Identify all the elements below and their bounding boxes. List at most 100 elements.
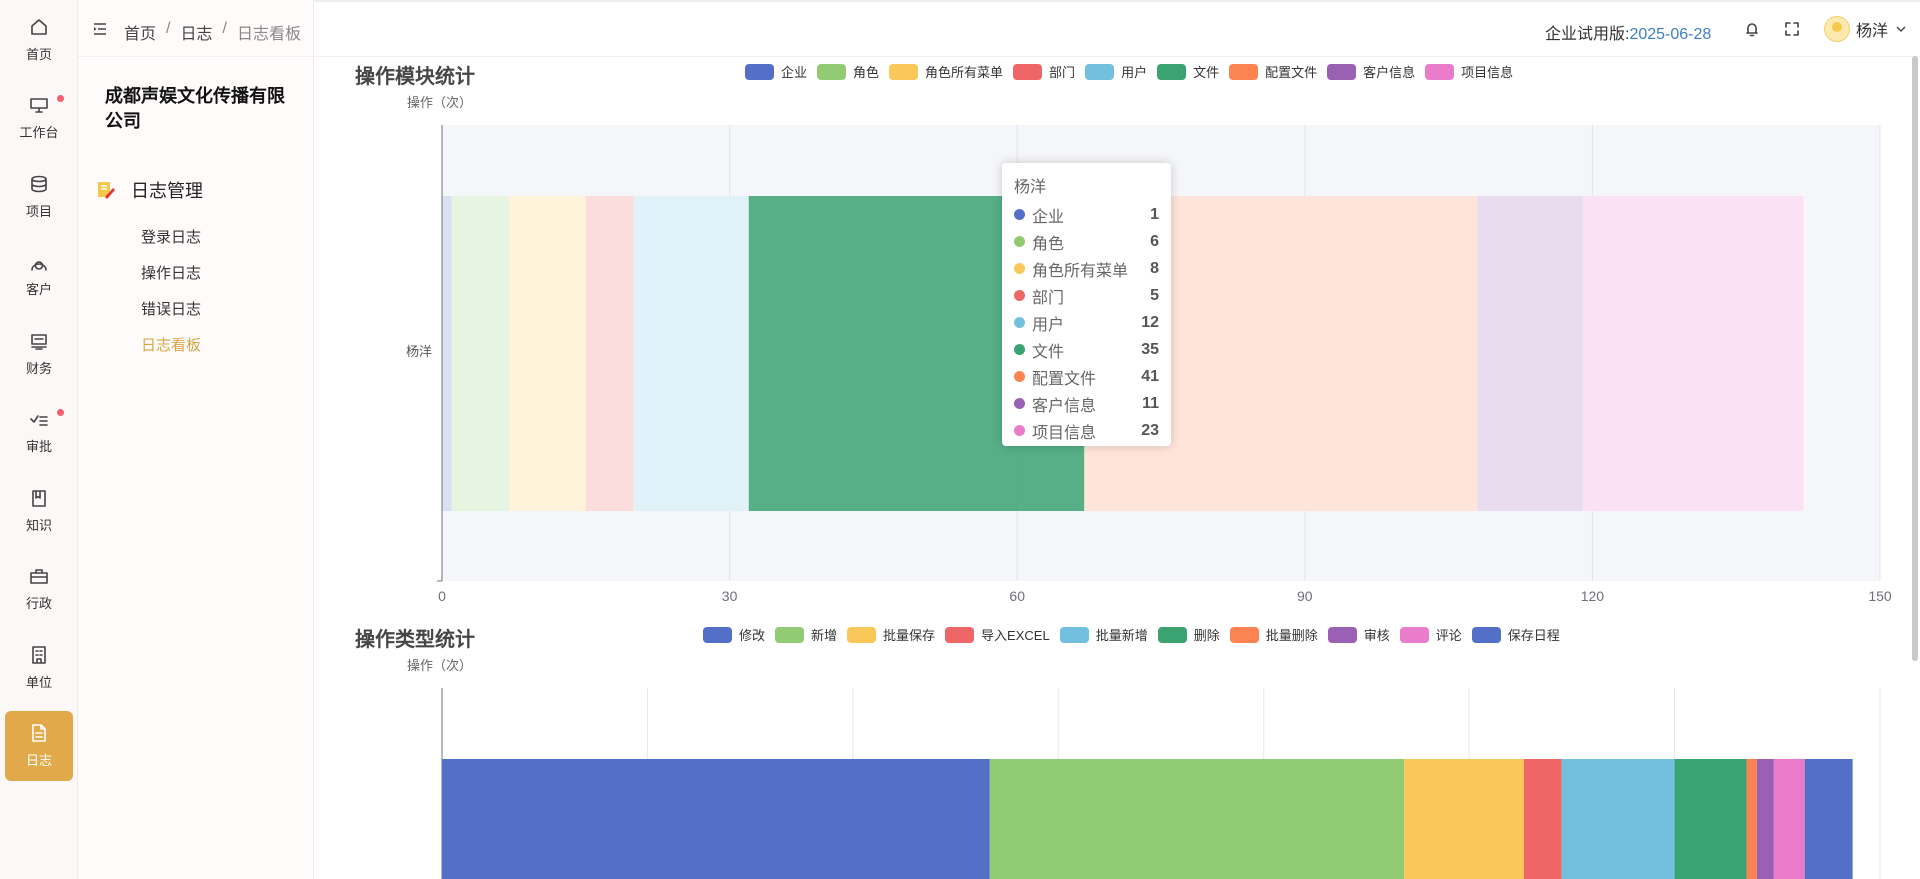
main-rail: 首页工作台项目客户财务审批知识行政单位日志 [0,0,78,879]
legend-label: 角色所有菜单 [925,65,1004,80]
legend-swatch [1059,626,1089,643]
chart2-legend-item[interactable]: 批量新增 [1059,625,1148,644]
chart1-bar-企业 [442,196,452,511]
legend-swatch [703,626,732,643]
chart2-bar-审核 [1756,759,1774,879]
legend-label: 评论 [1435,628,1462,643]
notification-dot [57,94,64,102]
tooltip-dot [1014,344,1025,355]
chevron-down-icon [1896,26,1906,32]
rail-item-2[interactable]: 项目 [5,161,73,231]
chart2-bar-删除 [1674,759,1747,879]
tooltip-dot [1014,263,1025,274]
tooltip-value: 6 [1150,232,1159,250]
rail-item-8[interactable]: 单位 [5,632,73,702]
legend-label: 配置文件 [1265,65,1318,80]
rail-item-9[interactable]: 日志 [5,710,73,781]
briefcase-icon [30,569,48,584]
legend-label: 批量新增 [1095,628,1148,643]
sidebar-item-0[interactable]: 登录日志 [141,229,202,246]
rail-label: 工作台 [19,125,59,140]
chart2-legend: 修改 新增 批量保存 导入EXCEL 批量新增 删除 批量删除 审核 评论 保存日程 [703,625,1570,644]
legend-label: 修改 [739,628,766,643]
legend-label: 文件 [1193,65,1220,80]
chart2-legend-item[interactable]: 导入EXCEL [945,625,1050,644]
legend-swatch [1157,626,1187,643]
chart1-legend-item[interactable]: 角色所有菜单 [889,62,1003,81]
chart2-legend-item[interactable]: 批量保存 [847,625,935,644]
trial-label: 企业试用版: [1545,26,1630,43]
chart2-legend-item[interactable]: 新增 [775,625,837,644]
rail-item-4[interactable]: 财务 [5,318,73,388]
chart1-legend-item[interactable]: 配置文件 [1229,62,1317,81]
chart1-legend-item[interactable]: 文件 [1157,62,1219,81]
log-management-group[interactable]: 日志管理 [96,177,203,203]
legend-label: 部门 [1049,65,1076,80]
chart1-tick-label: 0 [438,588,446,604]
legend-swatch [1399,626,1429,643]
tooltip-value: 35 [1141,340,1159,358]
chart1-legend-item[interactable]: 用户 [1085,62,1147,81]
legend-label: 企业 [781,65,808,80]
chart1-legend-item[interactable]: 角色 [817,62,879,81]
rail-label: 审批 [25,439,52,454]
rail-item-3[interactable]: 客户 [5,240,73,310]
rail-label: 客户 [25,282,52,297]
book-icon [32,489,46,507]
top-header: 首页 / 日志 / 日志看板 企业试用版:2025-06-28 杨洋 [78,2,1920,57]
legend-swatch [847,626,877,643]
tooltip-row: 文件 35 [1014,336,1159,363]
tooltip-series-name: 部门 [1032,289,1065,307]
chart2-legend-item[interactable]: 修改 [703,625,765,644]
rail-item-5[interactable]: 审批 [5,397,73,467]
fullscreen-icon[interactable] [1782,19,1802,39]
finance-icon [31,333,47,350]
page-scrollbar[interactable] [1912,56,1918,661]
tooltip-dot [1014,425,1025,436]
user-menu[interactable]: 杨洋 [1824,16,1906,42]
tooltip-title: 杨洋 [1014,179,1047,196]
chart2-legend-item[interactable]: 审核 [1327,625,1390,644]
rail-label: 行政 [25,596,52,611]
rail-item-1[interactable]: 工作台 [5,83,73,153]
rail-item-0[interactable]: 首页 [5,4,73,74]
document-icon [32,724,46,742]
breadcrumb-home[interactable]: 首页 [124,26,157,43]
sidebar-item-2[interactable]: 错误日志 [141,301,202,318]
chart1-legend-item[interactable]: 企业 [745,62,807,81]
chart1-tick-label: 90 [1297,588,1313,604]
rail-item-7[interactable]: 行政 [5,554,73,624]
bell-icon[interactable] [1742,19,1762,39]
chart1-legend-item[interactable]: 客户信息 [1327,62,1415,81]
legend-swatch [745,63,774,80]
legend-label: 批量删除 [1265,628,1318,643]
legend-swatch [1085,63,1115,80]
rail-item-6[interactable]: 知识 [5,475,73,545]
legend-swatch [1327,63,1357,80]
tooltip-row: 客户信息 11 [1014,390,1159,417]
chart1-bar-角色所有菜单 [509,196,586,511]
user-name: 杨洋 [1856,23,1889,40]
chart2-legend-item[interactable]: 保存日程 [1471,625,1560,644]
chart2-legend-item[interactable]: 删除 [1157,625,1220,644]
legend-label: 删除 [1193,628,1220,643]
tooltip-row: 角色所有菜单 8 [1014,255,1159,282]
sidebar-item-1[interactable]: 操作日志 [141,265,202,282]
avatar [1824,16,1850,42]
breadcrumb-log[interactable]: 日志 [180,26,213,43]
sidebar-item-3[interactable]: 日志看板 [141,337,202,354]
chart1-legend-item[interactable]: 项目信息 [1425,62,1513,81]
legend-swatch [817,63,847,80]
legend-swatch [1327,626,1357,643]
chart2-legend-item[interactable]: 评论 [1399,625,1462,644]
chart2-legend-item[interactable]: 批量删除 [1229,625,1318,644]
tooltip-row: 角色 6 [1014,228,1159,255]
legend-swatch [1229,626,1259,643]
chart1-legend-item[interactable]: 部门 [1013,62,1075,81]
legend-label: 新增 [811,628,838,643]
chart1-bar-客户信息 [1477,196,1583,511]
legend-swatch [945,626,975,643]
tooltip-row: 企业 1 [1014,201,1159,228]
menu-toggle-icon[interactable] [92,21,108,37]
